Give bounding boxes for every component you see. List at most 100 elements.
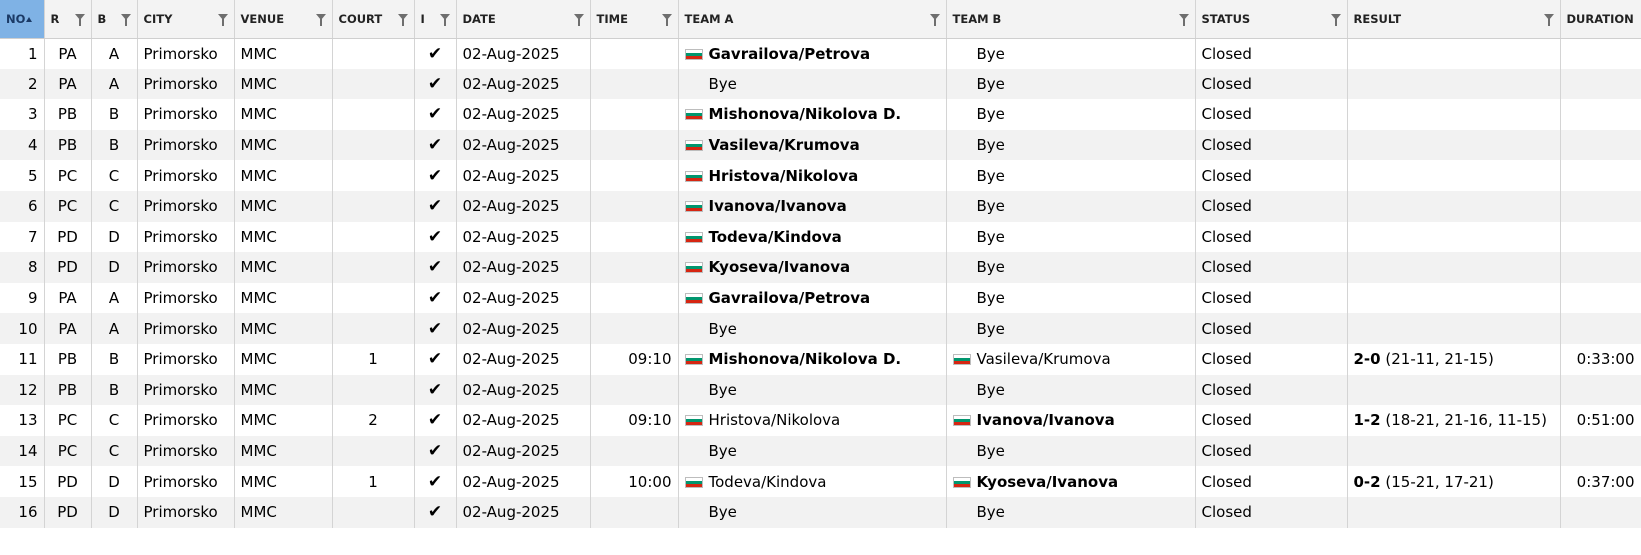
check-icon[interactable]: ✔ (427, 257, 443, 278)
column-header-duration[interactable]: DURATION (1560, 0, 1641, 39)
cell-round: PB (44, 129, 92, 161)
cell-result: 2-0 (21-11, 21-15) (1347, 343, 1561, 375)
check-icon[interactable]: ✔ (427, 165, 443, 186)
check-icon[interactable]: ✔ (427, 349, 443, 370)
table-row[interactable]: 8 PD D Primorsko MMC ✔ 02-Aug-2025 Kyoseva/Ivan… (0, 252, 1641, 283)
cell-court (332, 252, 415, 283)
table-row[interactable]: 13 PC C Primorsko MMC 2 ✔ 02-Aug-2025 09:10 Hrist… (0, 405, 1641, 436)
flag-spacer (685, 507, 703, 518)
check-icon[interactable]: ✔ (427, 379, 443, 400)
check-icon[interactable]: ✔ (427, 135, 443, 156)
column-header-flag[interactable]: I (414, 0, 457, 39)
cell-bracket-value: B (108, 380, 120, 399)
flag-spacer (953, 385, 971, 396)
cell-checked[interactable]: ✔ (414, 252, 457, 283)
flag-spacer (685, 446, 703, 457)
table-row[interactable]: 4 PB B Primorsko MMC ✔ 02-Aug-2025 Vasileva/Kru… (0, 129, 1641, 161)
table-row[interactable]: 9 PA A Primorsko MMC ✔ 02-Aug-2025 Gavrailova/P… (0, 282, 1641, 314)
cell-checked[interactable]: ✔ (414, 405, 457, 436)
filter-icon[interactable] (929, 14, 940, 26)
check-icon[interactable]: ✔ (427, 288, 443, 309)
check-icon[interactable]: ✔ (427, 226, 443, 247)
column-header-status[interactable]: STATUS (1195, 0, 1348, 39)
table-row[interactable]: 2 PA A Primorsko MMC ✔ 02-Aug-2025 Bye Bye Closed (0, 68, 1641, 100)
column-header-result[interactable]: RESULT (1347, 0, 1561, 39)
filter-icon[interactable] (661, 14, 672, 26)
check-icon[interactable]: ✔ (427, 104, 443, 125)
cell-venue-value: MMC (240, 44, 277, 63)
cell-checked[interactable]: ✔ (414, 466, 457, 497)
cell-date-value: 02-Aug-2025 (462, 258, 560, 277)
cell-checked[interactable]: ✔ (414, 343, 457, 375)
table-row[interactable]: 1 PA A Primorsko MMC ✔ 02-Aug-2025 Gavrailova/P… (0, 38, 1641, 69)
cell-checked[interactable]: ✔ (414, 68, 457, 100)
check-icon[interactable]: ✔ (427, 318, 443, 339)
cell-checked[interactable]: ✔ (414, 160, 457, 191)
cell-round-value: PA (58, 319, 77, 338)
column-header-city[interactable]: CITY (137, 0, 235, 39)
table-row[interactable]: 12 PB B Primorsko MMC ✔ 02-Aug-2025 Bye Bye Close… (0, 374, 1641, 406)
bulgaria-flag-icon (684, 231, 703, 243)
table-row[interactable]: 14 PC C Primorsko MMC ✔ 02-Aug-2025 Bye Bye Close… (0, 435, 1641, 467)
cell-checked[interactable]: ✔ (414, 38, 457, 69)
filter-icon[interactable] (217, 14, 228, 26)
column-header-team_a[interactable]: TEAM A (678, 0, 947, 39)
column-header-date[interactable]: DATE (456, 0, 591, 39)
cell-checked[interactable]: ✔ (414, 313, 457, 344)
cell-venue-value: MMC (240, 197, 277, 216)
cell-result (1347, 160, 1561, 191)
table-row[interactable]: 6 PC C Primorsko MMC ✔ 02-Aug-2025 Ivanova/Ivan… (0, 190, 1641, 222)
check-icon[interactable]: ✔ (427, 410, 443, 431)
check-icon[interactable]: ✔ (427, 502, 443, 523)
cell-time (590, 129, 679, 161)
column-header-court[interactable]: COURT (332, 0, 415, 39)
cell-bracket-value: D (108, 472, 120, 491)
filter-icon[interactable] (1178, 14, 1189, 26)
check-icon[interactable]: ✔ (427, 73, 443, 94)
flag-spacer (685, 79, 703, 90)
filter-icon[interactable] (573, 14, 584, 26)
cell-checked[interactable]: ✔ (414, 374, 457, 406)
filter-icon[interactable] (120, 14, 131, 26)
check-icon[interactable]: ✔ (427, 196, 443, 217)
table-row[interactable]: 5 PC C Primorsko MMC ✔ 02-Aug-2025 Hristova/Nik… (0, 160, 1641, 191)
cell-court (332, 68, 415, 100)
cell-checked[interactable]: ✔ (414, 221, 457, 253)
cell-checked[interactable]: ✔ (414, 282, 457, 314)
cell-date: 02-Aug-2025 (456, 282, 591, 314)
filter-icon[interactable] (439, 14, 450, 26)
column-header-team_b[interactable]: TEAM B (946, 0, 1196, 39)
table-row[interactable]: 15 PD D Primorsko MMC 1 ✔ 02-Aug-2025 10:00 Todev… (0, 466, 1641, 497)
filter-icon[interactable] (74, 14, 85, 26)
filter-icon[interactable] (1543, 14, 1554, 26)
cell-checked[interactable]: ✔ (414, 190, 457, 222)
cell-checked[interactable]: ✔ (414, 496, 457, 528)
cell-checked[interactable]: ✔ (414, 129, 457, 161)
check-icon[interactable]: ✔ (427, 43, 443, 64)
cell-round: PB (44, 374, 92, 406)
flag-spacer (953, 232, 971, 243)
filter-icon[interactable] (315, 14, 326, 26)
table-row[interactable]: 16 PD D Primorsko MMC ✔ 02-Aug-2025 Bye Bye Close… (0, 496, 1641, 528)
check-icon[interactable]: ✔ (427, 441, 443, 462)
cell-city: Primorsko (137, 221, 235, 253)
cell-checked[interactable]: ✔ (414, 99, 457, 130)
cell-checked[interactable]: ✔ (414, 435, 457, 467)
column-header-time[interactable]: TIME (590, 0, 679, 39)
table-row[interactable]: 7 PD D Primorsko MMC ✔ 02-Aug-2025 Todeva/Kindo… (0, 221, 1641, 253)
filter-icon[interactable] (397, 14, 408, 26)
column-header-r[interactable]: R (44, 0, 92, 39)
filter-icon[interactable] (1330, 14, 1341, 26)
column-header-no[interactable]: NO (0, 0, 45, 39)
table-row[interactable]: 10 PA A Primorsko MMC ✔ 02-Aug-2025 Bye Bye Close… (0, 313, 1641, 344)
cell-team-a: Bye (678, 313, 947, 344)
sort-ascending-icon[interactable] (26, 16, 33, 22)
column-header-venue[interactable]: VENUE (234, 0, 333, 39)
column-header-b[interactable]: B (91, 0, 138, 39)
cell-venue: MMC (234, 221, 333, 253)
cell-court (332, 38, 415, 69)
check-icon[interactable]: ✔ (427, 471, 443, 492)
cell-court (332, 190, 415, 222)
table-row[interactable]: 11 PB B Primorsko MMC 1 ✔ 02-Aug-2025 09:10 Misho… (0, 343, 1641, 375)
table-row[interactable]: 3 PB B Primorsko MMC ✔ 02-Aug-2025 Mishonova/Ni… (0, 99, 1641, 130)
